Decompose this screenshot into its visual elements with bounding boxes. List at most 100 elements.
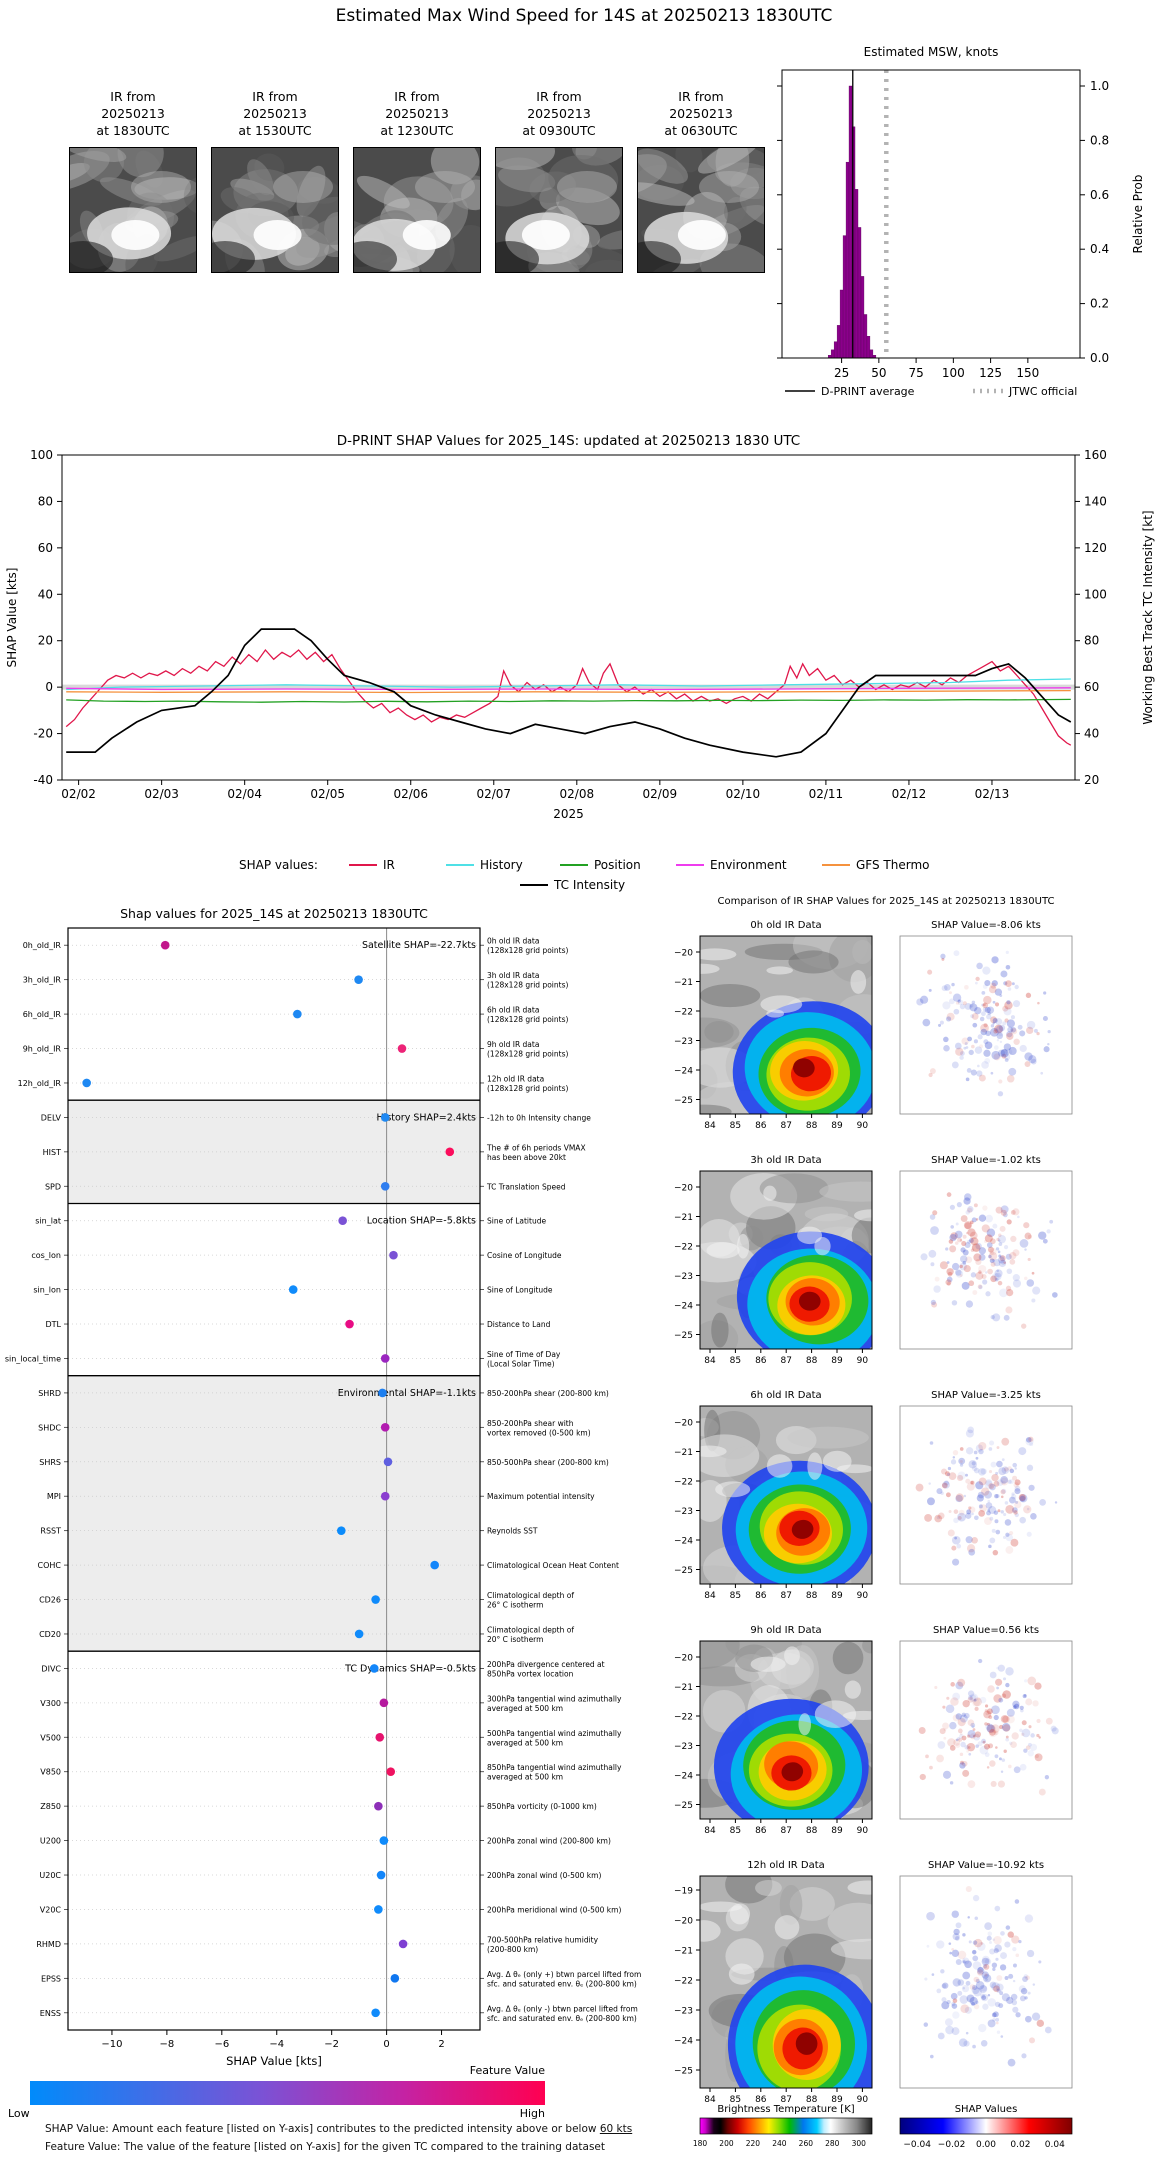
svg-text:40: 40 [1084, 727, 1099, 741]
feature-desc: 9h old IR data [487, 1040, 539, 1049]
svg-text:−6: −6 [214, 2039, 229, 2050]
svg-text:89: 89 [831, 1591, 843, 1601]
feature-dot [374, 1905, 383, 1914]
feature-label: V500 [40, 1733, 61, 1742]
shap-colorbar-title: SHAP Values [955, 2104, 1018, 2115]
ir-map [700, 1171, 872, 1349]
svg-text:84: 84 [704, 2095, 716, 2105]
feature-dot [354, 975, 363, 984]
feature-desc: Climatological depth of [487, 1625, 574, 1634]
feature-dot [376, 1870, 386, 1880]
svg-text:−23: −23 [674, 1507, 693, 1517]
feature-desc: 300hPa tangential wind azimuthally [487, 1694, 622, 1703]
feature-dot [378, 1388, 387, 1398]
svg-text:−21: −21 [674, 1448, 693, 1458]
svg-text:0.02: 0.02 [1010, 2140, 1030, 2150]
histogram-title: Estimated MSW, knots [864, 45, 999, 59]
shap-colorbar [899, 2117, 1073, 2135]
svg-text:87: 87 [780, 1356, 791, 1366]
svg-text:−23: −23 [674, 2007, 693, 2017]
svg-text:84: 84 [704, 1591, 716, 1601]
svg-text:02/07: 02/07 [476, 787, 511, 801]
svg-text:−23: −23 [674, 1272, 693, 1282]
ir-comparison-panel: Comparison of IR SHAP Values for 2025_14… [674, 896, 1073, 2150]
feature-desc: Sine of Time of Day [487, 1350, 561, 1359]
feature-desc: (128x128 grid points) [487, 1015, 568, 1024]
svg-text:0: 0 [45, 680, 53, 694]
svg-text:02/10: 02/10 [726, 787, 761, 801]
svg-text:86: 86 [755, 1826, 767, 1836]
feature-desc: averaged at 500 km [487, 1738, 563, 1747]
feature-label: 3h_old_IR [23, 976, 62, 985]
feature-dot [379, 1836, 389, 1845]
svg-text:60: 60 [38, 541, 53, 555]
legend-item-gfs-thermo: GFS Thermo [856, 858, 930, 872]
svg-text:160: 160 [1084, 448, 1107, 462]
svg-text:−20: −20 [674, 1184, 693, 1194]
timeseries-xlabel: 2025 [553, 807, 584, 821]
feature-desc: (Local Solar Time) [487, 1359, 555, 1368]
svg-text:02/02: 02/02 [61, 787, 96, 801]
svg-text:87: 87 [780, 1591, 791, 1601]
svg-text:−0.04: −0.04 [903, 2140, 931, 2150]
feature-label: U20C [39, 1871, 61, 1880]
feature-desc: averaged at 500 km [487, 1773, 563, 1782]
svg-text:−22: −22 [674, 1977, 693, 1987]
ir-thumbnail: IR from 20250213 at 0630UTC [637, 88, 765, 273]
ir-thumbnail: IR from 20250213 at 1830UTC [69, 88, 197, 273]
svg-text:−25: −25 [674, 1801, 693, 1811]
feature-label: V300 [40, 1699, 61, 1708]
svg-text:−22: −22 [674, 1478, 693, 1488]
ir-map [700, 936, 872, 1114]
feature-desc: (128x128 grid points) [487, 946, 568, 955]
svg-text:02/03: 02/03 [144, 787, 179, 801]
feature-desc: 200hPa zonal wind (200-800 km) [487, 1837, 611, 1846]
feature-label: sin_local_time [5, 1354, 61, 1363]
svg-text:0.00: 0.00 [976, 2140, 996, 2150]
svg-text:75: 75 [908, 366, 923, 380]
feature-dot [288, 1285, 298, 1294]
feature-label: SHRS [39, 1458, 61, 1467]
svg-text:02/08: 02/08 [560, 787, 595, 801]
svg-text:90: 90 [857, 2095, 869, 2105]
feature-dot [380, 1113, 390, 1122]
svg-text:0.8: 0.8 [1090, 133, 1109, 147]
ir-map-title: 6h old IR Data [750, 1390, 821, 1401]
feature-label: V20C [40, 1905, 62, 1914]
svg-text:84: 84 [704, 1356, 716, 1366]
feature-dot [380, 1181, 390, 1191]
feature-label: 6h_old_IR [23, 1010, 62, 1019]
ir-thumbnail-strip: IR from 20250213 at 1830UTC IR from 20250213… [0, 88, 790, 288]
svg-text:02/13: 02/13 [975, 787, 1010, 801]
svg-text:89: 89 [831, 1356, 843, 1366]
legend-prefix: SHAP values: [239, 858, 318, 872]
svg-text:140: 140 [1084, 494, 1107, 508]
feature-label: DTL [45, 1320, 61, 1329]
svg-text:280: 280 [825, 2139, 840, 2148]
feature-desc: 850hPa vortex location [487, 1669, 574, 1678]
svg-text:−23: −23 [674, 1037, 693, 1047]
feature-dot [293, 1009, 302, 1019]
feature-desc: sfc. and saturated env. θₑ (200-800 km) [487, 1979, 637, 1988]
feature-desc: Climatological depth of [487, 1591, 574, 1600]
svg-text:88: 88 [806, 1356, 818, 1366]
svg-text:87: 87 [780, 1121, 791, 1131]
feature-desc: 200hPa meridional wind (0-500 km) [487, 1905, 621, 1914]
feature-desc: (200-800 km) [487, 1945, 538, 1954]
svg-text:100: 100 [942, 366, 965, 380]
svg-text:−0.02: −0.02 [938, 2140, 966, 2150]
feature-desc: vortex removed (0-500 km) [487, 1428, 591, 1437]
svg-text:180: 180 [693, 2139, 708, 2148]
feature-value-high-label: High [519, 2107, 545, 2120]
ir-thumbnail-image [637, 147, 765, 273]
feature-dot [369, 1664, 379, 1673]
page-title: Estimated Max Wind Speed for 14S at 2025… [335, 6, 833, 26]
svg-text:260: 260 [799, 2139, 814, 2148]
shap-map [899, 1405, 1073, 1585]
feature-dot [336, 1526, 346, 1535]
svg-text:150: 150 [1016, 366, 1039, 380]
ir-thumbnail-image [69, 147, 197, 273]
series-position [66, 698, 1071, 703]
svg-text:88: 88 [806, 1826, 818, 1836]
feature-desc: 0h old IR data [487, 937, 539, 946]
